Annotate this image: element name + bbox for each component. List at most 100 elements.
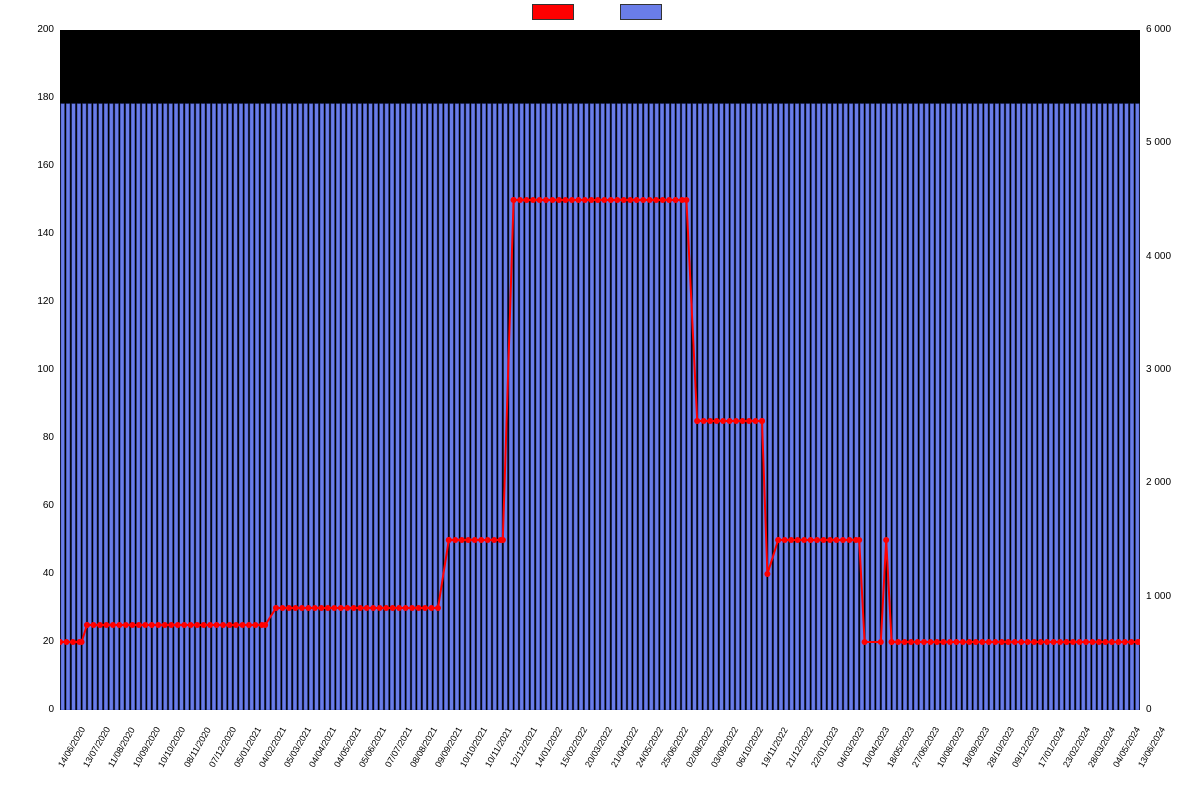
bar — [104, 104, 108, 710]
line-marker — [1005, 639, 1011, 645]
bar — [158, 104, 162, 710]
bar — [1092, 104, 1096, 710]
bar — [617, 104, 621, 710]
line-marker — [549, 197, 555, 203]
bar — [768, 104, 772, 710]
legend-swatch-bar — [620, 4, 662, 20]
bar — [126, 104, 130, 710]
line-marker — [207, 622, 213, 628]
bar — [401, 104, 405, 710]
y-right-tick-label: 6 000 — [1146, 24, 1196, 35]
line-marker — [740, 418, 746, 424]
y-left-tick-label: 200 — [4, 24, 54, 35]
bar — [1038, 104, 1042, 710]
line-marker — [821, 537, 827, 543]
bar — [164, 104, 168, 710]
line-marker — [999, 639, 1005, 645]
line-marker — [246, 622, 252, 628]
line-marker — [377, 605, 383, 611]
bar — [185, 104, 189, 710]
bar — [439, 104, 443, 710]
line-marker — [889, 639, 895, 645]
line-marker — [840, 537, 846, 543]
bar — [293, 104, 297, 710]
line-marker — [220, 622, 226, 628]
line-marker — [883, 537, 889, 543]
bar — [412, 104, 416, 710]
y-left-tick-label: 20 — [4, 636, 54, 647]
line-marker — [827, 537, 833, 543]
y-left-tick-label: 160 — [4, 160, 54, 171]
line-marker — [921, 639, 927, 645]
line-marker — [136, 622, 142, 628]
bar — [855, 104, 859, 710]
bar — [650, 104, 654, 710]
y-right-tick-label: 0 — [1146, 704, 1196, 715]
bar — [774, 104, 778, 710]
bar — [261, 104, 265, 710]
line-marker — [511, 197, 517, 203]
line-marker — [640, 197, 646, 203]
line-marker — [647, 197, 653, 203]
chart-svg — [60, 30, 1140, 710]
bar — [974, 104, 978, 710]
bar — [822, 104, 826, 710]
line-marker — [1038, 639, 1044, 645]
line-marker — [357, 605, 363, 611]
line-marker — [582, 197, 588, 203]
bar — [633, 104, 637, 710]
line-marker — [149, 622, 155, 628]
bar — [336, 104, 340, 710]
line-marker — [694, 418, 700, 424]
bar — [585, 104, 589, 710]
bar — [1109, 104, 1113, 710]
bar — [1087, 104, 1091, 710]
line-marker — [1109, 639, 1115, 645]
line-marker — [701, 418, 707, 424]
bar — [223, 104, 227, 710]
bar — [747, 104, 751, 710]
line-marker — [808, 537, 814, 543]
bar — [1130, 104, 1134, 710]
legend-swatch-line — [532, 4, 574, 20]
y-left-tick-label: 0 — [4, 704, 54, 715]
bar — [590, 104, 594, 710]
bar — [644, 104, 648, 710]
bar — [812, 104, 816, 710]
y-left-tick-label: 100 — [4, 364, 54, 375]
bar — [428, 104, 432, 710]
bar — [174, 104, 178, 710]
line-marker — [1077, 639, 1083, 645]
line-marker — [966, 639, 972, 645]
bar — [407, 104, 411, 710]
bar — [720, 104, 724, 710]
bar — [1060, 104, 1064, 710]
bar — [952, 104, 956, 710]
legend-item-line — [532, 4, 580, 20]
line-marker — [279, 605, 285, 611]
bar — [698, 104, 702, 710]
line-marker — [370, 605, 376, 611]
line-marker — [714, 418, 720, 424]
bar — [120, 104, 124, 710]
line-marker — [103, 622, 109, 628]
bar — [423, 104, 427, 710]
bar — [920, 104, 924, 710]
line-marker — [683, 197, 689, 203]
bar — [709, 104, 713, 710]
bar — [234, 104, 238, 710]
line-marker — [396, 605, 402, 611]
bar — [531, 104, 535, 710]
bar — [574, 104, 578, 710]
line-marker — [621, 197, 627, 203]
line-marker — [162, 622, 168, 628]
bar — [925, 104, 929, 710]
bar — [201, 104, 205, 710]
y-right-tick-label: 4 000 — [1146, 251, 1196, 262]
bar — [309, 104, 313, 710]
line-marker — [194, 622, 200, 628]
bar — [1103, 104, 1107, 710]
line-marker — [908, 639, 914, 645]
line-marker — [707, 418, 713, 424]
line-marker — [227, 622, 233, 628]
